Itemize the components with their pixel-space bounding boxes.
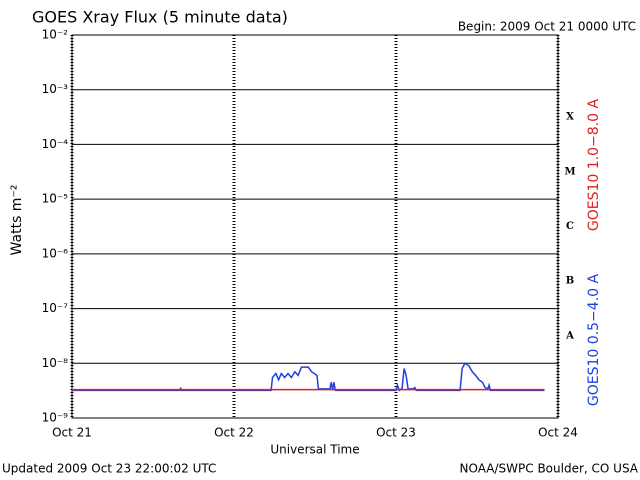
begin-time: Begin: 2009 Oct 21 0000 UTC (458, 20, 636, 34)
legend-entry: GOES10 0.5−4.0 A (586, 274, 602, 407)
flare-class: M (564, 166, 575, 177)
x-tick-label: Oct 24 (538, 426, 578, 440)
flare-class: B (566, 276, 574, 287)
y-tick-label: 10⁻⁶ (42, 246, 69, 260)
y-tick-label: 10⁻⁵ (42, 192, 69, 206)
series-line (72, 386, 545, 391)
flare-class: C (566, 221, 574, 232)
y-tick-label: 10⁻² (42, 28, 69, 42)
x-tick-label: Oct 23 (376, 426, 416, 440)
footer-source: NOAA/SWPC Boulder, CO USA (460, 462, 639, 476)
y-tick-label: 10⁻⁹ (42, 411, 69, 425)
chart-title: GOES Xray Flux (5 minute data) (32, 8, 288, 27)
x-tick-label: Oct 21 (52, 426, 92, 440)
y-tick-label: 10⁻⁷ (42, 301, 69, 315)
plot-frame (71, 34, 559, 419)
x-tick-label: Oct 22 (214, 426, 254, 440)
legend-entry: GOES10 1.0−8.0 A (586, 99, 602, 232)
flare-class: X (566, 112, 574, 123)
y-tick-label: 10⁻⁴ (42, 137, 69, 151)
x-axis-label: Universal Time (270, 443, 359, 457)
y-axis-label: Watts m⁻² (9, 185, 25, 256)
series-line (72, 362, 545, 392)
y-tick-label: 10⁻³ (42, 82, 69, 96)
flare-class: A (565, 330, 574, 341)
y-tick-label: 10⁻⁸ (42, 356, 69, 370)
footer-updated: Updated 2009 Oct 23 22:00:02 UTC (2, 462, 216, 476)
